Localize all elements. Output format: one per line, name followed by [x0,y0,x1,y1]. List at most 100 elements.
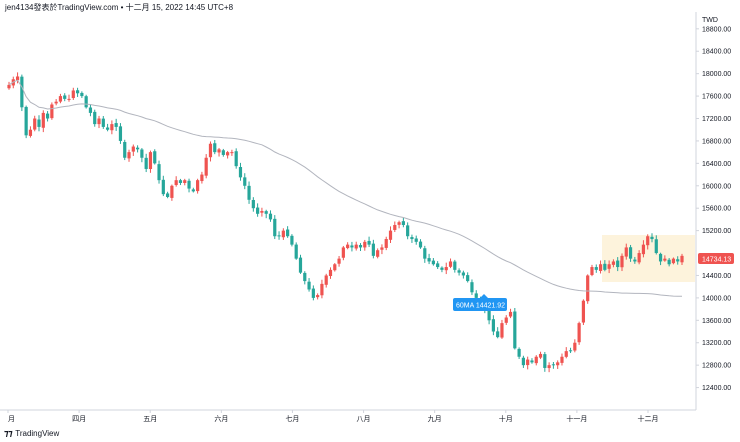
last-price-tag: 14734.13 [698,253,734,264]
candle-body [63,95,67,99]
candle-body [504,317,508,323]
time-tick-label: 九月 [428,414,442,423]
time-tick-label: 十一月 [566,414,587,423]
candle-body [530,360,534,363]
candle-body [324,275,328,285]
candle-body [131,146,135,152]
candle-body [354,244,358,249]
time-tick-label: 六月 [214,414,228,423]
candle-body [620,255,624,268]
candle-body [243,177,247,186]
last-price-value: 14734.13 [702,257,731,264]
candle-body [376,250,380,257]
candle-body [153,151,157,164]
candle-body [603,263,607,270]
candle-body [521,357,525,366]
candle-body [140,149,144,158]
candle-body [646,236,650,246]
candle-body [191,189,195,192]
candle-body [24,106,28,136]
candle-body [680,255,684,263]
currency-label: TWD [702,17,718,24]
candle-body [538,353,543,358]
candle-body [20,76,24,108]
footer: ⁊⁊ TradingView [4,428,59,439]
candle-body [628,247,633,259]
chart-header: jen4134發表於TradingView.com • 十二月 15, 2022… [5,3,234,12]
candle-body [135,147,140,150]
candle-body [513,311,517,349]
candle-body [311,288,315,298]
candle-body [573,342,577,351]
candle-body [170,185,174,198]
candle-body [114,123,118,127]
time-tick-label: 七月 [285,414,299,423]
candle-body [67,98,71,100]
price-tick-label: 18800.00 [702,26,731,33]
candle-body [448,261,453,267]
candle-body [303,272,307,282]
candle-body [577,323,581,343]
time-axis[interactable]: 月 四月 五月 六月 七月 八月 九月 十月 十一月 十二月 [7,410,659,423]
candle-body [71,90,75,99]
price-tick-label: 16400.00 [702,161,731,168]
candle-body [350,245,354,248]
candle-body [367,240,371,245]
candle-body [658,253,663,262]
price-tick-label: 13200.00 [702,340,731,347]
candle-body [54,101,58,104]
candle-body [298,257,303,273]
candle-body [440,267,444,270]
candle-body [217,149,221,153]
candle-body [174,180,178,186]
candle-body [144,157,148,169]
candle-body [286,229,290,237]
candle-body [264,211,268,214]
brand-name: TradingView [15,429,60,438]
candle-body [650,236,654,240]
candle-body [671,258,676,264]
candle-body [196,180,200,192]
candle-body [41,112,45,128]
candle-body [667,259,671,265]
candle-body [260,211,264,213]
candle-body [624,247,628,257]
candle-body [363,241,367,248]
tradingview-logo-icon: ⁊⁊ [4,428,13,438]
candle-body [316,295,320,298]
candle-body [290,235,294,245]
candle-body [213,143,217,153]
candle-body [307,281,311,290]
candle-body [187,180,191,189]
candle-body [654,239,658,254]
candle-body [444,267,448,271]
candle-body [226,152,230,156]
price-tick-label: 14000.00 [702,295,731,302]
candle-body [551,364,556,366]
price-axis[interactable]: 12400.00 12800.00 13200.00 13600.00 14000.00… [696,26,731,392]
moving-average-line [8,79,682,297]
candle-body [586,275,590,302]
candle-body [487,309,491,321]
candle-body [97,118,101,125]
price-tick-label: 14400.00 [702,273,731,280]
candles [7,72,684,373]
price-tick-label: 13600.00 [702,318,731,325]
candle-body [110,124,114,131]
candle-body [543,354,547,368]
candle-body [15,76,20,81]
candle-body [358,244,363,248]
candle-body [500,323,504,338]
time-tick-label: 十二月 [638,414,659,423]
candle-body [234,151,238,167]
candle-body [607,264,611,269]
candle-body [371,243,375,256]
candle-body [641,244,646,255]
candle-body [200,174,204,182]
candle-body [268,213,273,220]
candle-body [105,127,110,130]
candle-body [333,264,337,271]
candle-body [401,221,405,226]
candle-body [320,283,324,296]
